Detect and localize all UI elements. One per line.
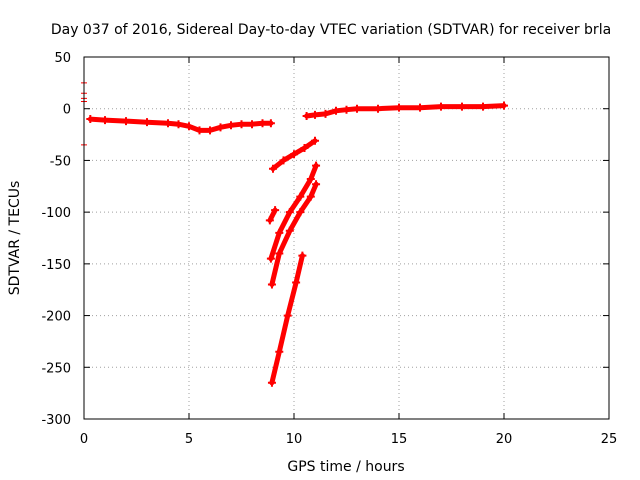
data-marks — [81, 79, 508, 387]
data-point — [296, 192, 305, 201]
data-point — [416, 103, 424, 112]
data-point — [311, 110, 319, 119]
data-point — [321, 109, 330, 118]
y-tick-label: -250 — [41, 361, 71, 376]
data-point — [306, 192, 315, 201]
y-tick-label: 50 — [54, 51, 71, 66]
data-point — [332, 106, 340, 115]
data-point — [266, 119, 275, 128]
data-point — [185, 122, 193, 131]
data-point — [395, 103, 403, 112]
data-point — [195, 126, 204, 135]
data-point — [271, 206, 280, 215]
data-point — [275, 228, 284, 237]
data-point — [302, 111, 311, 120]
data-point — [300, 144, 309, 153]
data-point — [269, 164, 277, 173]
data-point — [237, 120, 246, 129]
data-point — [101, 116, 109, 125]
data-point — [437, 102, 445, 111]
data-point — [283, 311, 292, 320]
x-tick-label: 25 — [601, 432, 618, 447]
y-tick-label: 0 — [63, 103, 71, 118]
data-point — [290, 150, 298, 159]
data-point — [312, 180, 321, 189]
chart-title: Day 037 of 2016, Sidereal Day-to-day VTE… — [51, 22, 611, 38]
data-point — [275, 347, 284, 356]
data-point — [174, 120, 183, 129]
data-point — [258, 119, 267, 128]
data-point — [267, 280, 276, 289]
y-tick-label: -300 — [41, 413, 71, 428]
x-tick-label: 10 — [286, 432, 303, 447]
data-point — [285, 226, 294, 235]
y-tick-label: -150 — [41, 258, 71, 273]
data-point — [164, 119, 172, 128]
data-point — [312, 161, 321, 170]
data-point — [292, 278, 301, 287]
data-point — [458, 102, 466, 111]
data-point — [353, 104, 361, 113]
data-point — [227, 121, 235, 130]
plot-frame — [83, 56, 610, 420]
data-point — [285, 208, 294, 217]
x-tick-label: 0 — [80, 432, 88, 447]
data-point — [122, 117, 130, 126]
y-axis-label: SDTVAR / TECUs — [7, 181, 23, 296]
data-point — [296, 208, 305, 217]
data-point — [143, 118, 151, 127]
data-point — [298, 251, 307, 260]
data-point — [267, 378, 276, 387]
data-point — [279, 156, 288, 165]
data-point — [342, 105, 351, 114]
x-tick-label: 15 — [391, 432, 408, 447]
y-tick-label: -100 — [41, 206, 71, 221]
data-point — [216, 123, 225, 132]
y-tick-label: -50 — [50, 154, 71, 169]
data-point — [206, 126, 214, 135]
data-point — [275, 249, 284, 258]
grid-lines — [84, 57, 609, 419]
data-point — [306, 175, 315, 184]
axis-ticks: 0 5 10 15 20 25 50 0 -50 -100 -150 -200 -250 -300 — [41, 51, 617, 447]
data-point — [266, 254, 275, 263]
data-point — [311, 136, 319, 145]
y-tick-label: -200 — [41, 310, 71, 325]
data-point — [374, 104, 382, 113]
data-point — [248, 120, 256, 129]
data-point — [265, 216, 274, 225]
data-point — [500, 101, 508, 110]
x-tick-label: 5 — [185, 432, 193, 447]
x-axis-label: GPS time / hours — [287, 459, 404, 475]
x-tick-label: 20 — [496, 432, 513, 447]
data-point — [86, 115, 95, 124]
data-point — [479, 102, 487, 111]
